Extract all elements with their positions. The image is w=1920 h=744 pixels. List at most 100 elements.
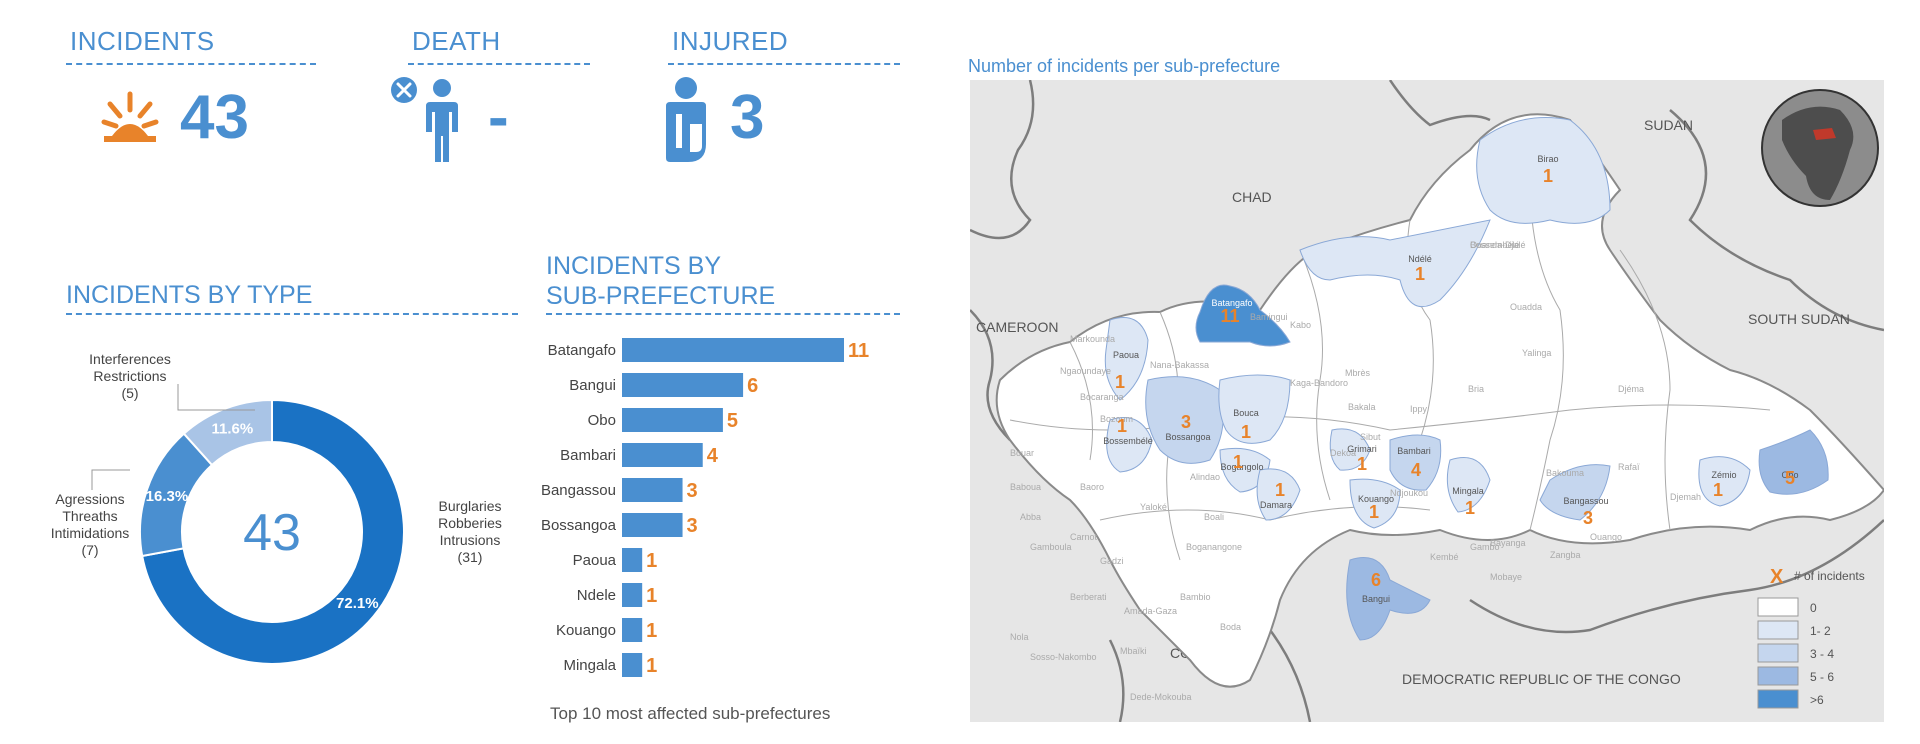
bar-value-label: 11 xyxy=(848,340,869,362)
region-bambari xyxy=(1389,434,1442,491)
region-count-label: 1 xyxy=(1117,416,1127,436)
legend-item-label: 3 - 4 xyxy=(1810,647,1834,661)
minor-place-label: Dekoa xyxy=(1330,448,1356,458)
region-count-label: 1 xyxy=(1275,480,1285,500)
minor-place-label: Bouar xyxy=(1010,448,1034,458)
bar-category-label: Batangafo xyxy=(548,342,616,359)
bar-value-label: 1 xyxy=(646,655,657,677)
minor-place-label: Sibut xyxy=(1360,432,1381,442)
region-count-label: 1 xyxy=(1357,454,1367,474)
minor-place-label: Ndjoukou xyxy=(1390,488,1428,498)
minor-place-label: Gadzi xyxy=(1100,556,1124,566)
donut-leader-agressions xyxy=(91,469,130,490)
minor-place-label: Berberati xyxy=(1070,592,1107,602)
region-count-label: 3 xyxy=(1181,412,1191,432)
minor-place-label: Nola xyxy=(1010,632,1029,642)
bar-value-label: 3 xyxy=(687,515,698,537)
region-mingala xyxy=(1446,457,1491,513)
donut-percent-0: 72.1% xyxy=(336,595,379,612)
minor-place-label: Ngaoundaye xyxy=(1060,366,1111,376)
donut-label-interferences: Interferences Restrictions (5) xyxy=(89,351,171,401)
legend-marker: X xyxy=(1770,566,1784,588)
minor-place-label: Bossembélé xyxy=(1470,240,1520,250)
region-batangafo xyxy=(1195,284,1291,347)
bar-value-label: 1 xyxy=(646,585,657,607)
incidents-by-type-title: INCIDENTS BY TYPE xyxy=(66,281,313,309)
region-count-label: 3 xyxy=(1583,508,1593,528)
minor-place-label: Bayanga xyxy=(1490,538,1526,548)
minor-place-label: Boali xyxy=(1204,512,1224,522)
minor-place-label: Bakouma xyxy=(1546,468,1584,478)
region-count-label: 1 xyxy=(1233,452,1243,472)
minor-place-label: Dede-Mokouba xyxy=(1130,692,1192,702)
subprefecture-title-line2: SUB-PREFECTURE xyxy=(546,282,776,310)
minor-place-label: Bocaranga xyxy=(1080,392,1124,402)
donut-percent-2: 11.6% xyxy=(211,420,253,437)
region-name-label: Damara xyxy=(1260,500,1292,510)
donut-slice-2 xyxy=(182,398,273,467)
legend-item-label: >6 xyxy=(1810,693,1824,707)
kpi-injured-label: INJURED xyxy=(672,26,789,56)
map-legend: X # of incidents 0 1- 2 3 - 4 5 - 6 >6 xyxy=(1757,566,1865,709)
bar-value-label: 5 xyxy=(727,410,738,432)
region-damara xyxy=(1256,468,1301,521)
globe-inset xyxy=(1761,89,1879,207)
bar-value-label: 6 xyxy=(747,375,758,397)
minor-place-label: Mbaïki xyxy=(1120,646,1147,656)
region-bossembele xyxy=(1106,417,1153,473)
region-grimari xyxy=(1329,428,1371,471)
donut-slice-0 xyxy=(141,398,405,665)
region-bangassou xyxy=(1539,464,1611,521)
minor-place-label: Carnot xyxy=(1070,532,1098,542)
minor-place-label: Boganangone xyxy=(1186,542,1242,552)
minor-place-label: Bakala xyxy=(1348,402,1376,412)
minor-place-label: Bamingui xyxy=(1250,312,1288,322)
country-label-south-sudan: SOUTH SUDAN xyxy=(1748,311,1850,327)
death-person-icon xyxy=(388,74,468,169)
incidents-by-type-divider xyxy=(66,313,518,315)
donut-leader-interferences xyxy=(177,384,255,411)
bar-value-label: 1 xyxy=(646,620,657,642)
region-bouca xyxy=(1218,374,1291,444)
minor-place-label: Alindao xyxy=(1190,472,1220,482)
legend-item-label: 5 - 6 xyxy=(1810,670,1834,684)
country-label-drc: DEMOCRATIC REPUBLIC OF THE CONGO xyxy=(1402,671,1681,687)
minor-place-label: Gambo xyxy=(1470,542,1500,552)
kpi-incidents-label: INCIDENTS xyxy=(70,26,215,56)
bar-value-label: 1 xyxy=(646,550,657,572)
region-name-label: Kouango xyxy=(1358,494,1394,504)
legend-swatch-0 xyxy=(1757,597,1799,617)
minor-place-label: Boda xyxy=(1220,622,1241,632)
region-bossangoa xyxy=(1145,376,1224,464)
bar-chart-caption: Top 10 most affected sub-prefectures xyxy=(550,704,831,723)
minor-place-label: Abba xyxy=(1020,512,1041,522)
minor-place-label: Markounda xyxy=(1070,334,1115,344)
region-name-label: Ndélé xyxy=(1408,254,1432,264)
region-count-label: 4 xyxy=(1411,460,1421,480)
bar-category-label: Bangui xyxy=(569,377,616,394)
region-zemio xyxy=(1698,456,1751,507)
bar-batangafo xyxy=(622,338,844,362)
bar-mingala xyxy=(622,653,643,677)
region-name-label: Bogangolo xyxy=(1220,462,1263,472)
minor-place-label: Kembé xyxy=(1430,552,1459,562)
minor-place-label: Bambio xyxy=(1180,592,1211,602)
kpi-incidents-divider xyxy=(66,63,316,65)
minor-place-label: Mobaye xyxy=(1490,572,1522,582)
kpi-injured-divider xyxy=(668,63,900,65)
region-name-label: Grimari xyxy=(1347,444,1377,454)
legend-swatch-4 xyxy=(1757,689,1799,709)
region-name-label: Mingala xyxy=(1452,486,1484,496)
region-count-label: 11 xyxy=(1220,306,1239,326)
region-ndele xyxy=(1299,219,1491,308)
bar-category-label: Paoua xyxy=(573,552,617,569)
country-label-cameroon: CAMEROON xyxy=(976,319,1058,335)
bar-bossangoa xyxy=(622,513,683,537)
bar-ndele xyxy=(622,583,643,607)
region-name-label: Bangassou xyxy=(1563,496,1608,506)
region-obo xyxy=(1758,429,1829,495)
donut-label-burglaries: Burglaries Robberies Intrusions (31) xyxy=(438,498,502,565)
minor-place-label: Zangba xyxy=(1550,550,1581,560)
region-kouango xyxy=(1349,478,1401,529)
legend-item-label: 0 xyxy=(1810,601,1817,615)
